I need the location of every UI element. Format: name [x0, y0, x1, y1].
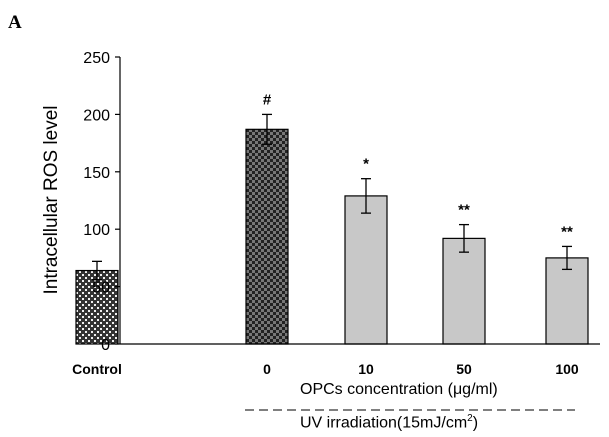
y-tick-label: 50 [92, 280, 110, 297]
x-tick-label: 50 [456, 361, 472, 377]
uv-label-suffix: ) [472, 414, 479, 432]
bar-0 [245, 128, 289, 345]
significance-marker: * [363, 156, 369, 173]
x-axis-label: OPCs concentration (μg/ml) [300, 381, 498, 398]
y-tick-label: 250 [83, 50, 110, 67]
y-axis-label: Intracellular ROS level [41, 105, 62, 295]
x-tick-label: 10 [358, 361, 374, 377]
uv-label-prefix: UV irradiation(15mJ/cm [300, 414, 468, 432]
bar-10 [344, 195, 388, 345]
x-tick-label: Control [72, 361, 122, 377]
bar-control [75, 269, 119, 345]
uv-label-superscript: 2 [467, 413, 473, 424]
x-tick-label: 100 [555, 361, 579, 377]
significance-marker: ** [561, 223, 573, 240]
y-tick-label: 100 [83, 222, 110, 239]
significance-marker: ** [458, 202, 470, 219]
uv-group-label: UV irradiation(15mJ/cm2) [300, 413, 478, 432]
y-axis: 0 50 100 150 200 250 [83, 50, 121, 354]
x-axis: Control 0 10 50 100 [72, 343, 600, 377]
significance-marker: # [263, 91, 272, 108]
y-tick-label: 150 [83, 165, 110, 182]
bar-100 [545, 257, 589, 345]
bar-50 [442, 237, 486, 345]
panel-letter: A [8, 12, 22, 33]
plot-area: #***** [75, 91, 589, 345]
y-tick-label: 0 [101, 337, 110, 354]
x-tick-label: 0 [263, 361, 271, 377]
y-tick-label: 200 [83, 107, 110, 124]
